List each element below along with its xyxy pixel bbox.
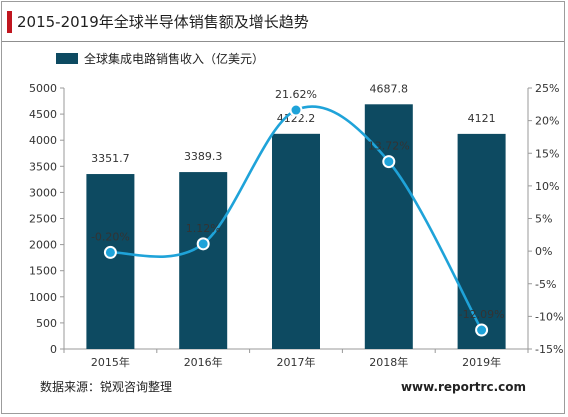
y-left-tick-label: 2500 xyxy=(29,213,57,226)
y-left-tick-label: 2000 xyxy=(29,239,57,252)
growth-point xyxy=(196,237,210,251)
growth-line: -0.20% 1.12% 21.62% 13.72% -12.09% xyxy=(91,88,505,337)
growth-point xyxy=(103,245,117,259)
y-right-tick-label: 10% xyxy=(535,180,559,193)
x-tick-label: 2018年 xyxy=(369,355,408,369)
y-right-tick-label: 25% xyxy=(535,82,559,95)
bar-data-label: 4121 xyxy=(468,112,496,125)
axes: 0 500 1000 1500 2000 2500 3000 3500 4000 4500 5000… xyxy=(29,82,563,369)
growth-data-label: -12.09% xyxy=(459,308,505,321)
y-left-tick-label: 5000 xyxy=(29,82,57,95)
bar-data-label: 3389.3 xyxy=(184,150,223,163)
title-accent-bar xyxy=(7,11,12,33)
y-left-tick-label: 3000 xyxy=(29,186,57,199)
growth-point xyxy=(475,323,489,337)
y-right-tick-label: -10% xyxy=(535,310,563,323)
bar-data-label: 3351.7 xyxy=(91,152,130,165)
source-note: 数据来源：锐观咨询整理 xyxy=(40,380,173,394)
x-tick-label: 2015年 xyxy=(91,355,130,369)
growth-data-label: 1.12% xyxy=(186,222,221,235)
legend-label-bar: 全球集成电路销售收入（亿美元） xyxy=(84,51,264,66)
growth-data-label: 21.62% xyxy=(275,88,317,101)
y-right-tick-label: 5% xyxy=(535,213,552,226)
chart-title: 2015-2019年全球半导体销售额及增长趋势 xyxy=(17,13,309,31)
x-tick-label: 2017年 xyxy=(277,355,316,369)
y-right-tick-label: -5% xyxy=(535,278,556,291)
growth-data-label: -0.20% xyxy=(91,230,130,243)
website-link[interactable]: www.reportrc.com xyxy=(400,380,526,394)
y-right-tick-label: 15% xyxy=(535,147,559,160)
title-divider xyxy=(2,41,564,42)
legend: 全球集成电路销售收入（亿美元） xyxy=(56,51,264,66)
x-tick-label: 2016年 xyxy=(184,355,223,369)
bar xyxy=(457,133,506,349)
bar-data-label: 4122.2 xyxy=(277,112,316,125)
y-left-tick-label: 4000 xyxy=(29,134,57,147)
growth-point xyxy=(382,155,396,169)
legend-swatch-bar xyxy=(56,53,78,64)
growth-point xyxy=(289,103,303,117)
bar xyxy=(272,133,320,349)
y-left-tick-label: 1500 xyxy=(29,265,57,278)
bars: 3351.7 3389.3 4122.2 4687.8 4121 xyxy=(86,82,506,349)
growth-data-label: 13.72% xyxy=(368,140,410,153)
y-right-tick-label: -15% xyxy=(535,343,563,356)
y-right-tick-label: 0% xyxy=(535,245,552,258)
bar-data-label: 4687.8 xyxy=(370,82,409,95)
y-left-tick-label: 3500 xyxy=(29,160,57,173)
y-left-tick-label: 4500 xyxy=(29,108,57,121)
bar xyxy=(86,174,135,349)
y-right-tick-label: 20% xyxy=(535,115,559,128)
y-left-tick-label: 500 xyxy=(36,317,57,330)
x-tick-label: 2019年 xyxy=(462,355,501,369)
y-left-tick-label: 0 xyxy=(50,343,57,356)
y-left-tick-label: 1000 xyxy=(29,291,57,304)
bar xyxy=(179,172,228,349)
